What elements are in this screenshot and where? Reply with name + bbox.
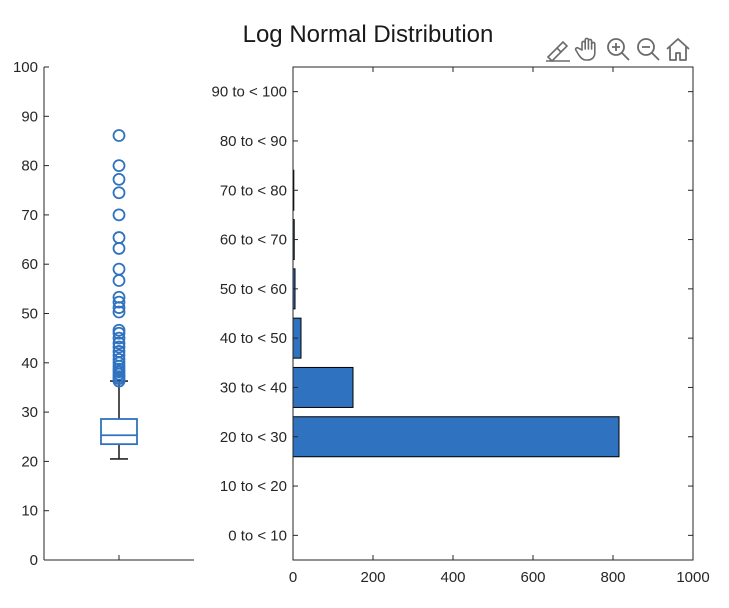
outlier-point (112, 352, 126, 366)
outlier-point (112, 208, 126, 222)
outlier-point (112, 290, 126, 304)
bar-x-tick-label: 600 (520, 569, 545, 586)
bar-plot-frame (292, 66, 694, 561)
bar-chart-axes: 0 to < 10 10 to < 20 20 to < 30 30 to < 40 4… (212, 66, 710, 586)
category-label: 60 to < 70 (220, 232, 287, 249)
pan-icon[interactable] (574, 35, 602, 63)
outlier-point (112, 349, 126, 362)
outlier-point (112, 305, 126, 319)
box-y-tick-label: 70 (21, 207, 38, 224)
outlier-point (112, 331, 126, 345)
outlier-point (112, 173, 126, 186)
iqr-box (100, 418, 138, 446)
box-y-tick-label: 30 (21, 404, 38, 421)
outlier-point (112, 274, 126, 287)
axes-toolbar (544, 35, 694, 65)
outlier-point (112, 231, 126, 244)
zoom-in-icon[interactable] (604, 35, 632, 63)
zoom-out-icon[interactable] (634, 35, 662, 63)
home-icon[interactable] (664, 35, 692, 63)
outlier-point (112, 345, 126, 358)
outlier-point (112, 323, 126, 337)
box-y-tick-label: 20 (21, 453, 38, 470)
box-y-tick-label: 90 (21, 108, 38, 125)
bar (292, 416, 620, 458)
bar-x-tick-label: 400 (440, 569, 465, 586)
box-y-tick-label: 0 (30, 552, 38, 569)
box-y-tick-label: 80 (21, 158, 38, 175)
outlier-point (112, 295, 126, 309)
box-y-tick-label: 40 (21, 355, 38, 372)
category-label: 90 to < 100 (212, 84, 287, 101)
category-label: 50 to < 60 (220, 281, 287, 298)
box-y-tick-label: 60 (21, 256, 38, 273)
box-y-tick-label: 50 (21, 306, 38, 323)
bar (292, 366, 354, 408)
outlier-point (112, 340, 126, 354)
category-label: 40 to < 50 (220, 330, 287, 347)
outlier-point (112, 129, 126, 142)
outlier-point (112, 242, 126, 255)
bar-x-tick-label: 0 (289, 569, 297, 586)
category-label: 30 to < 40 (220, 379, 287, 396)
bar-x-tick-label: 1000 (676, 569, 709, 586)
category-label: 20 to < 30 (220, 429, 287, 446)
bar-x-tick-label: 200 (360, 569, 385, 586)
box-y-tick-label: 100 (13, 59, 38, 76)
category-label: 70 to < 80 (220, 182, 287, 199)
category-label: 80 to < 90 (220, 133, 287, 150)
category-label: 10 to < 20 (220, 478, 287, 495)
outlier-point (112, 262, 126, 276)
bar-x-tick-label: 800 (600, 569, 625, 586)
outlier-point (112, 336, 126, 350)
brush-icon[interactable] (544, 35, 572, 63)
category-label: 0 to < 10 (228, 527, 287, 544)
outlier-point (112, 159, 126, 173)
outlier-point (112, 186, 126, 200)
chart-title: Log Normal Distribution (243, 21, 494, 48)
box-y-tick-label: 10 (21, 503, 38, 520)
box-plot-axes: 0 10 20 30 40 50 60 70 80 90 100 (13, 59, 194, 569)
